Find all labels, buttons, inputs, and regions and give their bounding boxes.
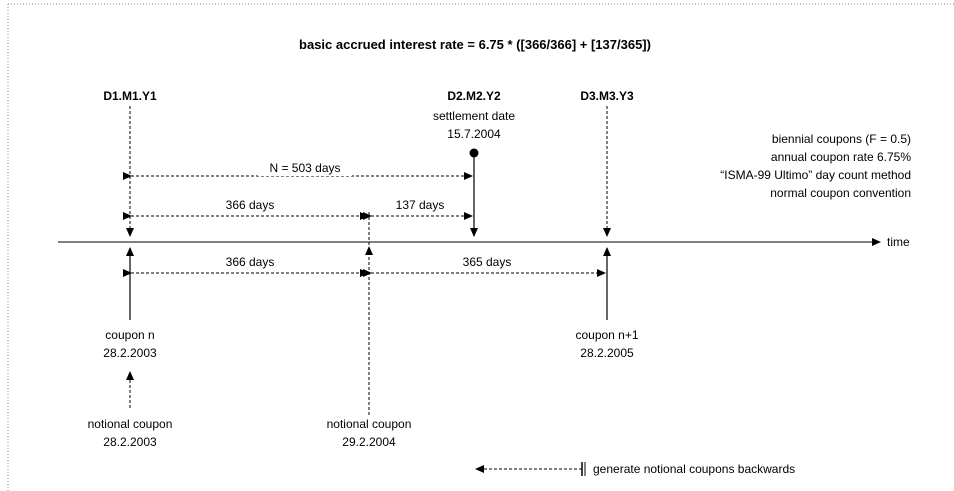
date-label-d2: D2.M2.Y2 xyxy=(447,89,501,103)
coupon-n-date: 28.2.2003 xyxy=(103,346,157,360)
time-axis-label: time xyxy=(887,235,910,249)
settlement-label: settlement date xyxy=(433,109,515,123)
info-line-method: “ISMA-99 Ultimo” day count method xyxy=(720,168,911,182)
diagram-title: basic accrued interest rate = 6.75 * ([3… xyxy=(299,37,651,52)
settlement-date: 15.7.2004 xyxy=(447,127,501,141)
info-line-convention: normal coupon convention xyxy=(770,186,911,200)
info-line-rate: annual coupon rate 6.75% xyxy=(771,150,911,164)
coupon-n-label: coupon n xyxy=(105,328,154,342)
span-lower-366-label: 366 days xyxy=(226,255,275,269)
notional-2004-label: notional coupon xyxy=(327,417,412,431)
span-upper-137-label: 137 days xyxy=(396,198,445,212)
info-line-frequency: biennial coupons (F = 0.5) xyxy=(772,132,911,146)
span-lower-365-label: 365 days xyxy=(463,255,512,269)
span-upper-366-label: 366 days xyxy=(226,198,275,212)
date-label-d3: D3.M3.Y3 xyxy=(580,89,634,103)
notional-2003-label: notional coupon xyxy=(88,417,173,431)
coupon-n1-label: coupon n+1 xyxy=(575,328,638,342)
span-n-total-label: N = 503 days xyxy=(269,161,340,175)
coupon-n1-date: 28.2.2005 xyxy=(580,346,634,360)
notional-2004-date: 29.2.2004 xyxy=(342,435,396,449)
notional-2003-date: 28.2.2003 xyxy=(103,435,157,449)
date-label-d1: D1.M1.Y1 xyxy=(103,89,157,103)
legend-text: generate notional coupons backwards xyxy=(593,462,795,476)
